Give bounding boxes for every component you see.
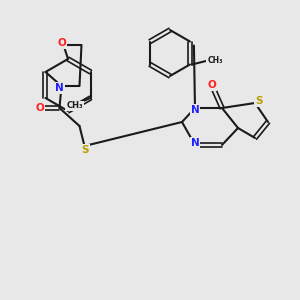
Text: O: O — [57, 38, 66, 48]
Text: CH₃: CH₃ — [66, 101, 83, 110]
Text: CH₃: CH₃ — [207, 56, 223, 65]
Text: O: O — [35, 103, 44, 113]
Text: O: O — [208, 80, 216, 90]
Text: N: N — [190, 138, 200, 148]
Text: N: N — [55, 83, 64, 93]
Text: S: S — [255, 96, 263, 106]
Text: S: S — [82, 145, 89, 155]
Text: N: N — [190, 105, 200, 115]
